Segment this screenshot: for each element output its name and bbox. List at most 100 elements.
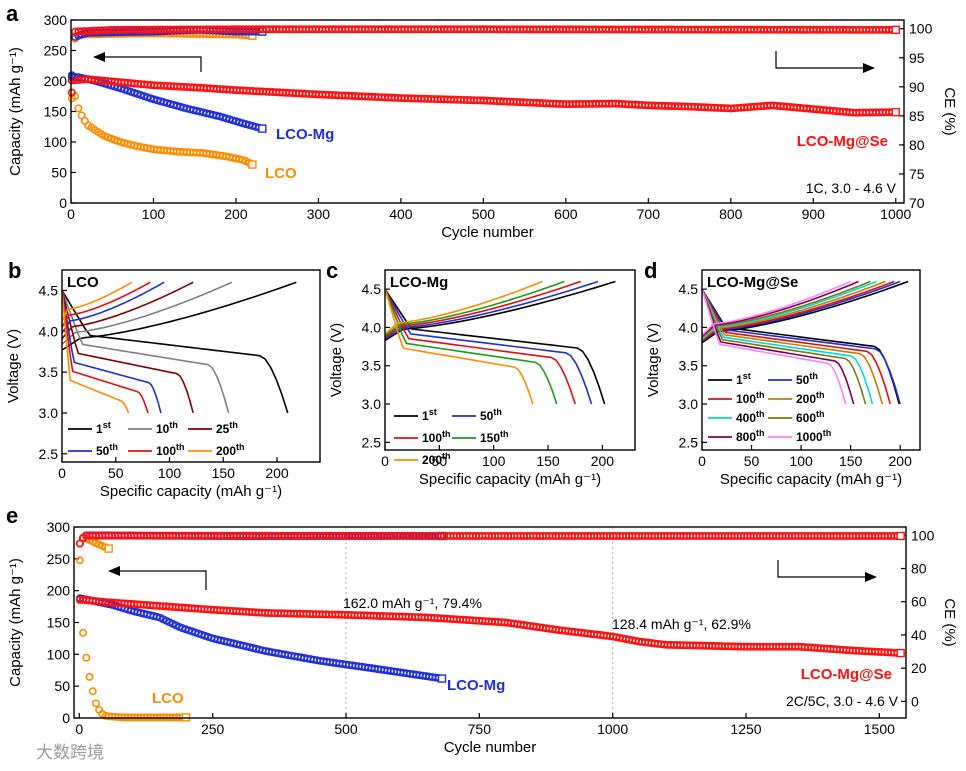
y2-tick-label: 95: [909, 50, 925, 66]
x-tick-label: 700: [637, 206, 661, 222]
x-tick-label: 100: [482, 453, 506, 469]
y2-tick-label: 40: [911, 627, 927, 643]
discharge-curve-1: [384, 288, 606, 405]
charge-curve-1: [384, 280, 616, 342]
panel-title: LCO-Mg: [390, 274, 448, 291]
series-label-lco-mg: LCO-Mg: [447, 677, 505, 694]
arrow-right-ce-head: [865, 572, 877, 582]
data-point-lco: [82, 653, 91, 662]
discharge-curve-1000: [701, 288, 847, 405]
end-marker: [891, 107, 900, 117]
y2-axis-label: CE (%): [941, 598, 958, 646]
y2-tick-label: 85: [909, 108, 925, 124]
legend-label-600: 600th: [796, 409, 825, 425]
charge-curve-200: [384, 280, 543, 335]
panel-letter-e: e: [6, 503, 18, 528]
data-point-lco: [79, 628, 88, 637]
plot-frame: [701, 269, 921, 451]
x-tick-label: 900: [802, 206, 826, 222]
y-tick-label: 200: [44, 73, 68, 89]
x-tick-label: 150: [839, 453, 863, 469]
legend-label-25: 25th: [216, 420, 238, 436]
panel-letter-c: c: [326, 258, 338, 283]
x-tick-label: 150: [212, 465, 236, 481]
legend-sup: st: [429, 407, 437, 417]
y-tick-label: 150: [44, 104, 68, 120]
y-tick-label: 3.0: [679, 396, 699, 412]
y2-tick-label: 70: [909, 195, 925, 211]
x-tick-label: 0: [67, 206, 75, 222]
arrow-right-ce: [775, 51, 863, 69]
y-tick-label: 2.5: [679, 434, 699, 450]
data-point-lco: [74, 104, 83, 113]
plot-frame: [73, 526, 907, 719]
x-tick-label: 600: [554, 206, 578, 222]
x-tick-label: 0: [75, 721, 83, 737]
legend-sup: th: [756, 409, 765, 419]
series-label-lco: LCO: [265, 165, 297, 182]
condition-annotation: 1C, 3.0 - 4.6 V: [806, 180, 897, 196]
legend-label-1: 1st: [96, 420, 111, 436]
charge-curve-10: [61, 281, 233, 345]
charge-curve-100: [61, 281, 151, 328]
y-tick-label: 3.0: [39, 405, 59, 421]
y2-tick-label: 0: [911, 693, 919, 709]
charge-curve-200: [701, 280, 886, 341]
capacity-annotation-2: 128.4 mAh g⁻¹, 62.9%: [612, 616, 751, 632]
discharge-curve-50: [61, 290, 162, 414]
x-tick-label: 200: [889, 453, 913, 469]
discharge-curve-400: [701, 288, 874, 405]
charge-curve-150: [384, 280, 565, 337]
x-tick-label: 1000: [597, 721, 628, 737]
discharge-curve-100: [384, 288, 576, 405]
discharge-curve-150: [384, 288, 558, 405]
y-tick-label: 3.5: [362, 358, 382, 374]
legend-sup: th: [809, 371, 818, 381]
data-point-lco: [85, 672, 94, 681]
y-tick-label: 0: [62, 710, 70, 726]
charge-curve-800: [701, 280, 859, 337]
y2-tick-label: 80: [911, 561, 927, 577]
x-tick-label: 300: [307, 206, 331, 222]
x-tick-label: 100: [142, 206, 166, 222]
y-tick-label: 250: [44, 43, 68, 59]
y-axis-label: Voltage (V): [645, 323, 662, 397]
legend-sup: th: [169, 420, 178, 430]
panel-c: 0 50 100 150 200 2.5 3.0 3.5 4.0 4.5 LCO-Mg 1st 50th…: [328, 269, 636, 488]
legend-label-50: 50th: [796, 371, 818, 387]
discharge-curve-200: [61, 290, 130, 414]
legend-sup: th: [493, 407, 502, 417]
discharge-curve-600: [701, 288, 867, 405]
y-axis-label: Capacity (mAh g⁻¹): [7, 558, 24, 687]
y-tick-label: 100: [47, 646, 71, 662]
x-axis-label: Specific capacity (mAh g⁻¹): [100, 483, 282, 500]
charge-curve-100: [701, 280, 895, 342]
y-tick-label: 3.0: [362, 396, 382, 412]
y-tick-label: 4.5: [362, 281, 382, 297]
discharge-curve-50: [384, 288, 593, 405]
panel-d: 0 50 100 150 200 2.5 3.0 3.5 4.0 4.5 LCO-Mg@Se 1st 5…: [645, 269, 921, 488]
charge-curve-25: [61, 281, 194, 340]
legend-sup: th: [756, 428, 765, 438]
panel-e: 0 250 500 750 1000 1250 1500050100150200250300…: [7, 519, 958, 756]
legend-label-1000: 1000th: [796, 428, 831, 444]
x-tick-label: 200: [224, 206, 248, 222]
y-tick-label: 2.5: [39, 446, 59, 462]
plot-frame: [384, 269, 636, 451]
legend-label-100: 100th: [422, 429, 451, 445]
panel-title: LCO: [67, 274, 99, 291]
data-point-lco: [88, 687, 97, 696]
charge-curve-50: [701, 280, 901, 343]
plot-frame: [70, 19, 905, 204]
legend-sup: th: [109, 442, 118, 452]
charge-curve-400: [701, 280, 877, 340]
legend-label-200: 200th: [216, 442, 245, 458]
arrow-right-ce-head: [863, 63, 875, 73]
data-point-lco-ce: [75, 556, 84, 565]
end-marker: [258, 124, 267, 133]
data-point-lco: [91, 699, 100, 708]
y-tick-label: 100: [44, 134, 68, 150]
y-tick-label: 4.0: [362, 319, 382, 335]
x-axis-label: Cycle number: [444, 739, 537, 756]
